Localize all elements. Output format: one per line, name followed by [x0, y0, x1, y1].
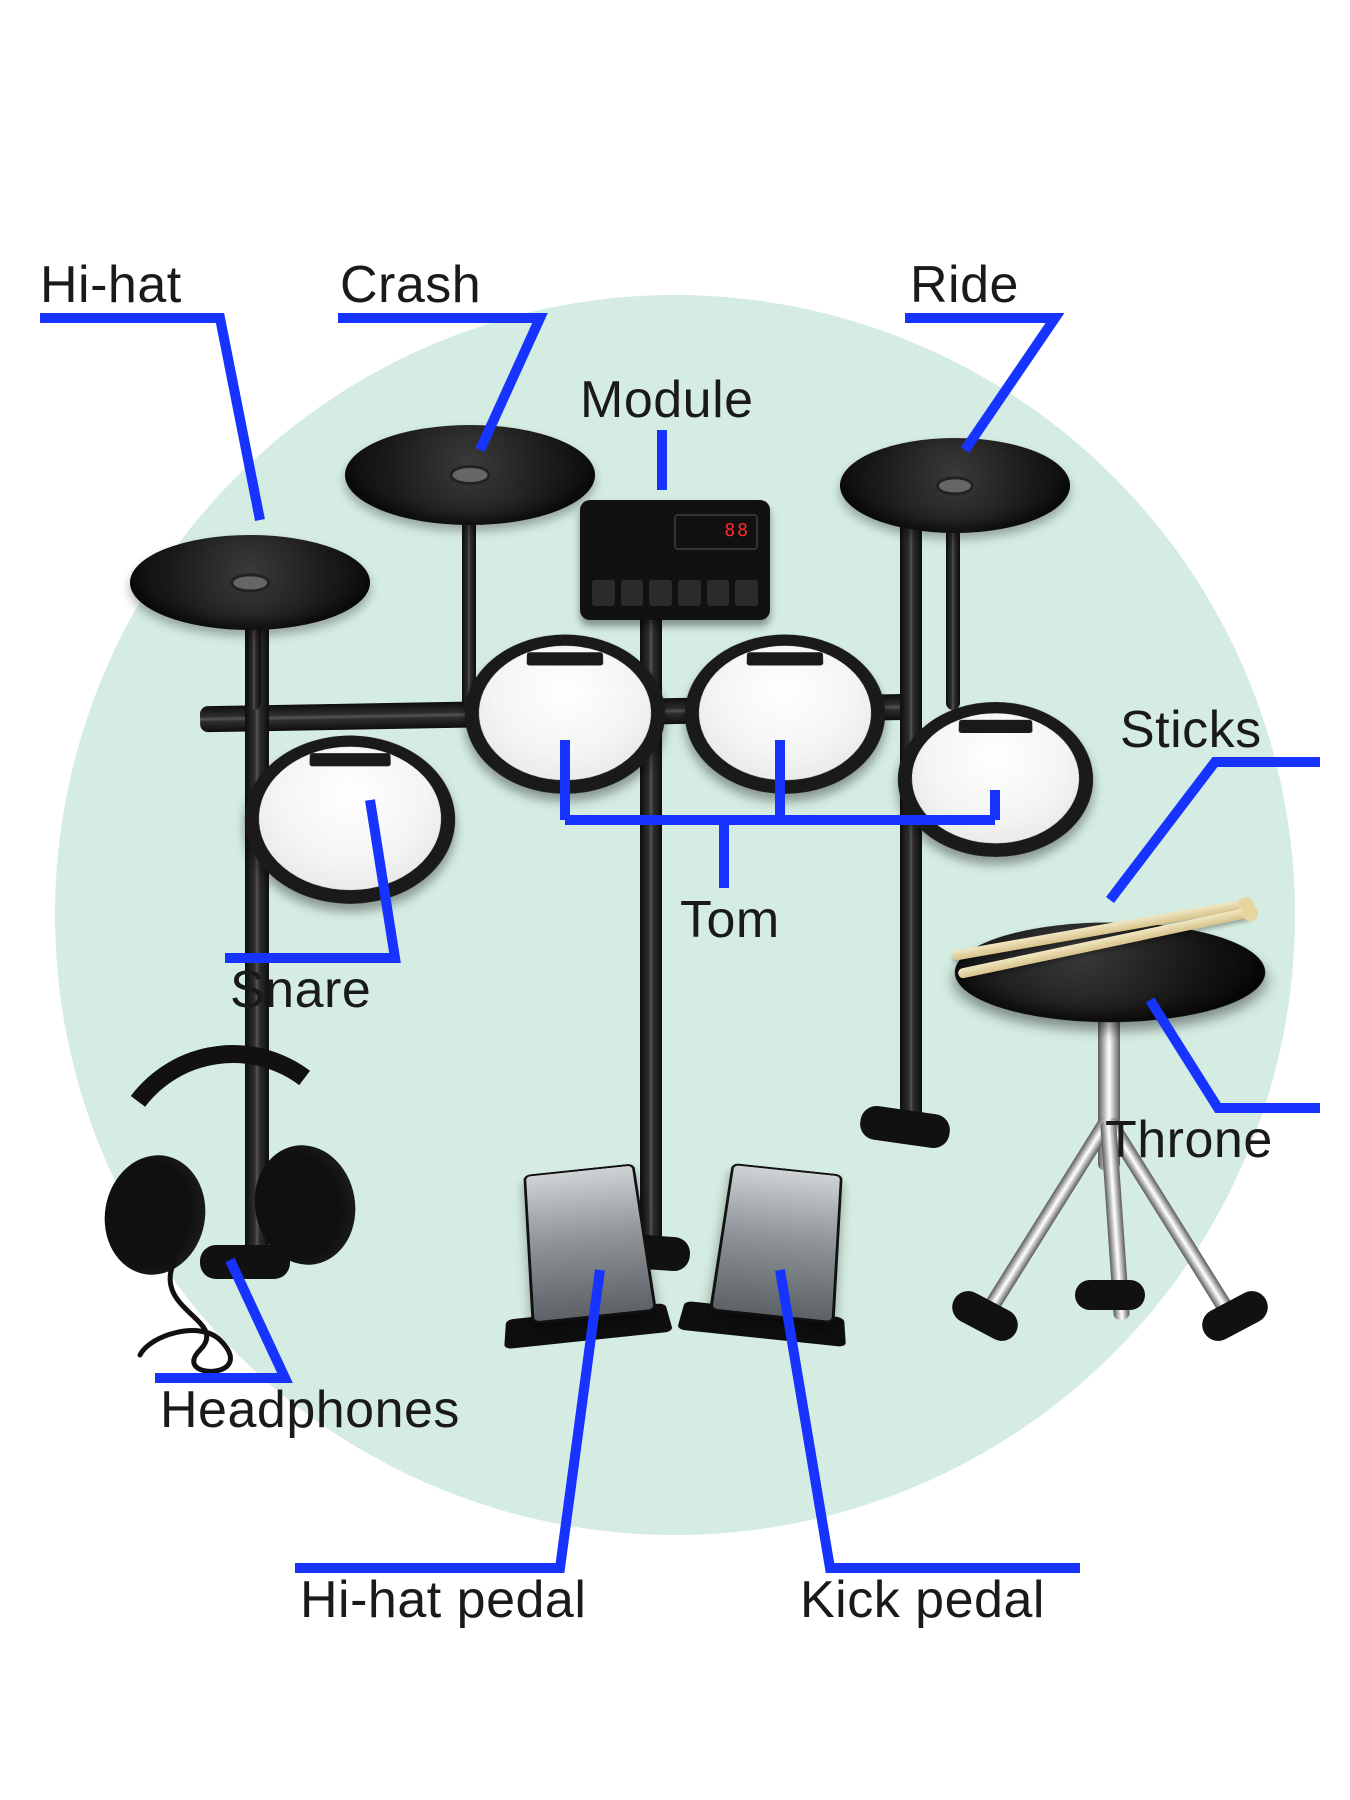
- label-headphones: Headphones: [160, 1380, 460, 1440]
- label-throne: Throne: [1105, 1110, 1273, 1170]
- label-sticks: Sticks: [1120, 700, 1262, 760]
- infographic-stage: { "canvas": { "width": 1350, "height": 1…: [0, 0, 1350, 1800]
- kick-pedal: [677, 1071, 893, 1349]
- hihat-cymbal: [130, 535, 370, 630]
- label-snare: Snare: [230, 960, 371, 1020]
- label-hihat: Hi-hat: [40, 255, 182, 315]
- label-crash: Crash: [340, 255, 481, 315]
- crash-cymbal: [345, 425, 595, 525]
- ride-cymbal: [840, 438, 1070, 533]
- throne-foot: [1075, 1280, 1145, 1310]
- headphones: [105, 1045, 365, 1305]
- label-ride: Ride: [910, 255, 1019, 315]
- background-circle: [55, 295, 1295, 1535]
- hihat-pedal: [477, 1071, 693, 1349]
- label-kick-pedal: Kick pedal: [800, 1570, 1045, 1630]
- label-hihat-pedal: Hi-hat pedal: [300, 1570, 586, 1630]
- drum-module: 88: [580, 500, 770, 620]
- label-module: Module: [580, 370, 754, 430]
- label-tom: Tom: [680, 890, 780, 950]
